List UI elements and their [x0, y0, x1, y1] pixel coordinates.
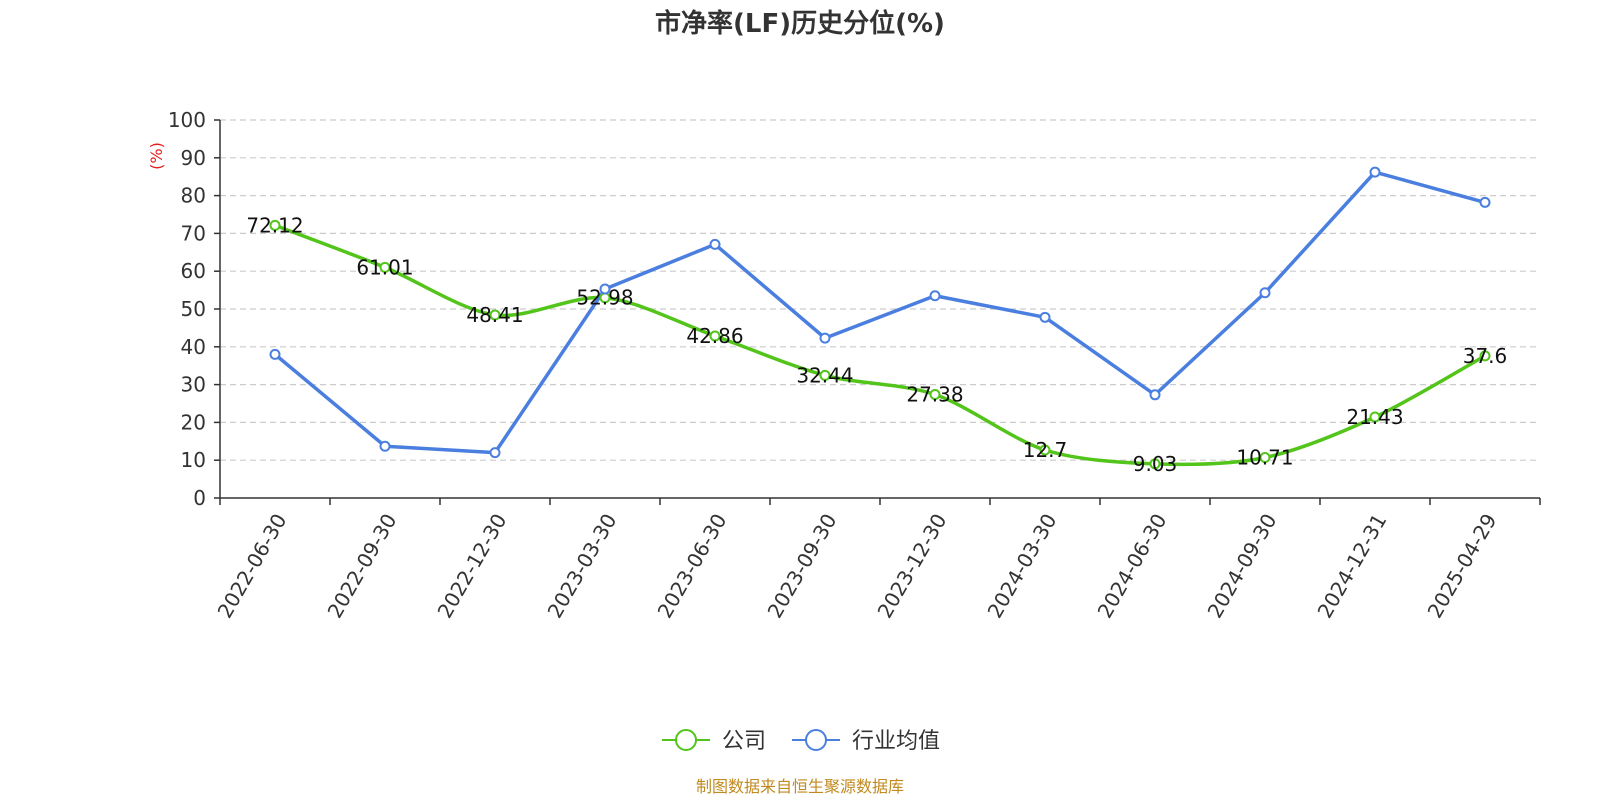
y-tick-label: 0	[193, 486, 206, 510]
legend-marker-industry-average	[805, 729, 827, 751]
legend-item-company[interactable]: 公司	[662, 729, 766, 754]
data-source-note: 制图数据来自恒生聚源数据库	[696, 777, 904, 796]
x-tick-label: 2025-04-29	[1423, 510, 1502, 623]
data-point-industry-average[interactable]	[1039, 311, 1051, 323]
x-tick-label: 2024-03-30	[983, 510, 1062, 623]
x-tick-label: 2023-12-30	[873, 510, 952, 623]
data-point-company[interactable]	[269, 219, 281, 231]
data-point-company[interactable]	[1149, 458, 1161, 470]
series-points	[269, 166, 1491, 470]
data-point-industry-average[interactable]	[929, 290, 941, 302]
data-label-company: 10.71	[1236, 446, 1293, 470]
x-tick-label: 2023-03-30	[543, 510, 622, 623]
chart-title: 市净率(LF)历史分位(%)	[655, 8, 945, 39]
legend-marker-company	[675, 729, 697, 751]
legend: 公司 行业均值	[662, 729, 940, 754]
data-label-company: 12.7	[1023, 438, 1068, 462]
data-point-industry-average[interactable]	[1149, 389, 1161, 401]
x-tick-label: 2023-09-30	[763, 510, 842, 623]
y-tick-label: 20	[181, 410, 206, 434]
y-tick-label: 90	[181, 146, 206, 170]
data-label-company: 72.12	[246, 213, 303, 237]
data-label-company: 48.41	[466, 303, 523, 327]
data-label-company: 27.38	[906, 383, 963, 407]
x-axis: 2022-06-30 2022-09-30 2022-12-30 2023-03-30…	[213, 497, 1541, 623]
data-point-industry-average[interactable]	[819, 332, 831, 344]
data-point-company[interactable]	[1259, 452, 1271, 464]
y-tick-label: 70	[181, 221, 206, 245]
series-line-company	[274, 223, 1486, 467]
x-tick-label: 2024-12-31	[1313, 510, 1392, 623]
series-line-industry-average	[273, 170, 1486, 455]
series-lines	[273, 170, 1486, 467]
y-axis-label: (%)	[147, 142, 166, 170]
data-point-company[interactable]	[1369, 411, 1381, 423]
data-point-company[interactable]	[1479, 350, 1491, 362]
data-label-company: 52.98	[576, 286, 633, 310]
y-tick-label: 50	[181, 297, 206, 321]
y-tick-label: 40	[181, 335, 206, 359]
x-tick-label: 2024-06-30	[1093, 510, 1172, 623]
data-point-industry-average[interactable]	[709, 238, 721, 250]
data-point-company[interactable]	[709, 330, 721, 342]
y-tick-label: 60	[181, 259, 206, 283]
data-point-company[interactable]	[379, 261, 391, 273]
x-tick-label: 2023-06-30	[653, 510, 732, 623]
data-point-company[interactable]	[489, 309, 501, 321]
data-point-industry-average[interactable]	[1369, 166, 1381, 178]
data-point-industry-average[interactable]	[269, 348, 281, 360]
data-point-company[interactable]	[1039, 444, 1051, 456]
x-tick-label: 2022-12-30	[433, 510, 512, 623]
y-axis: 0 10 20 30 40 50 60 70 80 90 100	[168, 108, 221, 510]
data-point-company[interactable]	[929, 389, 941, 401]
x-tick-label: 2024-09-30	[1203, 510, 1282, 623]
legend-label-industry-average: 行业均值	[852, 729, 940, 754]
data-point-industry-average[interactable]	[379, 440, 391, 452]
y-tick-label: 30	[181, 373, 206, 397]
data-label-company: 21.43	[1346, 405, 1403, 429]
data-label-company: 9.03	[1133, 452, 1178, 476]
data-label-company: 61.01	[356, 255, 413, 279]
data-point-industry-average[interactable]	[489, 447, 501, 459]
y-tick-label: 80	[181, 184, 206, 208]
legend-item-industry-average[interactable]: 行业均值	[792, 729, 940, 754]
data-point-industry-average[interactable]	[1259, 287, 1271, 299]
data-label-company: 32.44	[796, 363, 853, 387]
data-point-industry-average[interactable]	[599, 283, 611, 295]
data-label-company: 37.6	[1463, 344, 1508, 368]
y-tick-label: 100	[168, 108, 206, 132]
x-tick-label: 2022-06-30	[213, 510, 292, 623]
data-point-industry-average[interactable]	[1479, 196, 1491, 208]
legend-label-company: 公司	[722, 729, 766, 754]
x-tick-label: 2022-09-30	[323, 510, 402, 623]
y-tick-label: 10	[181, 448, 206, 472]
data-label-company: 42.86	[686, 324, 743, 348]
grid-lines	[220, 119, 1540, 461]
data-point-company[interactable]	[819, 369, 831, 381]
data-labels: 72.12 61.01 48.41 52.98 42.86 32.44 27.38 12.7 9…	[246, 213, 1507, 475]
